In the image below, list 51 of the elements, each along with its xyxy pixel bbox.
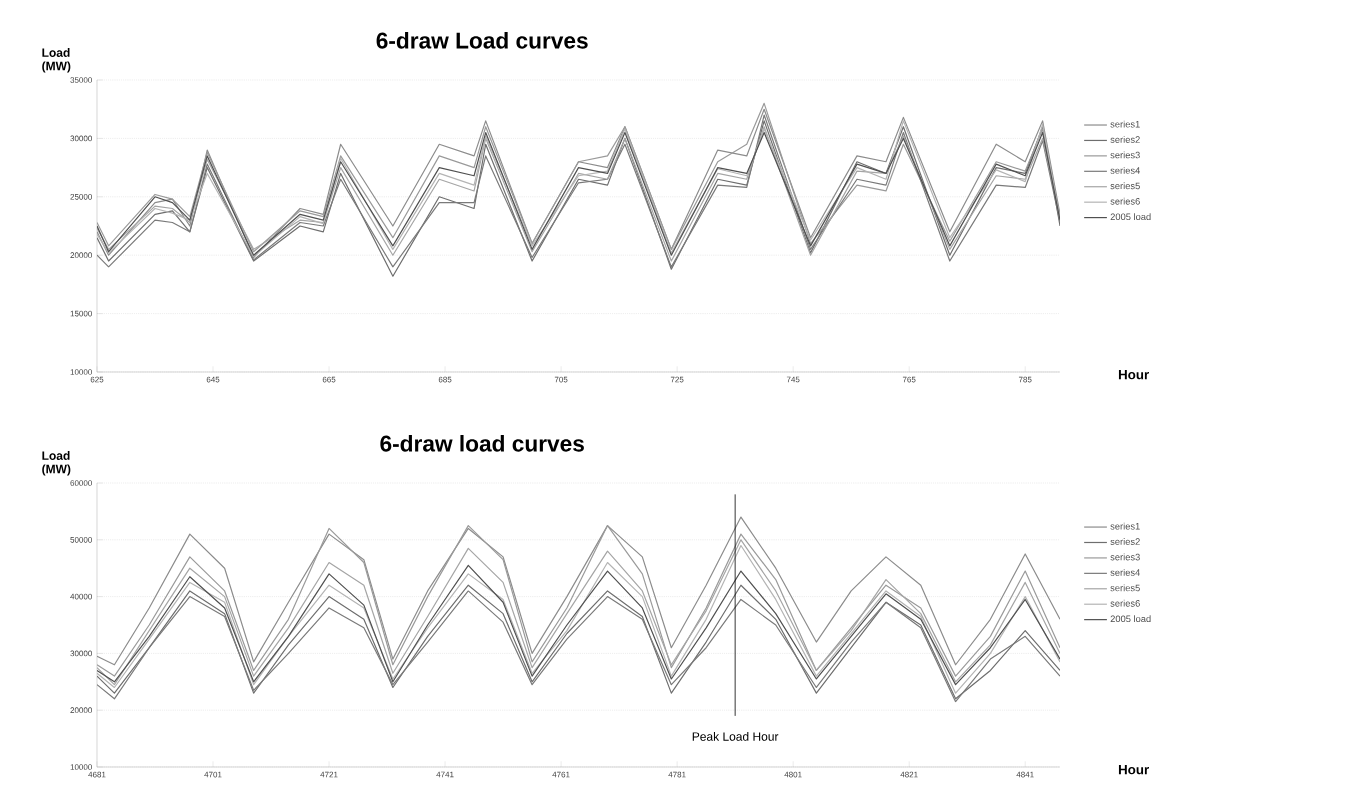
x-tick-label: 785 (1018, 376, 1032, 383)
legend-label: series4 (1110, 568, 1140, 576)
legend-label: series2 (1110, 136, 1140, 143)
x-tick-label: 685 (438, 376, 452, 383)
legend-label: series2 (1110, 538, 1140, 545)
x-tick-label: 645 (206, 376, 220, 383)
y-tick-label: 50000 (70, 536, 92, 543)
y-tick-label: 25000 (70, 193, 92, 200)
legend-label: 2005 load (1110, 213, 1151, 221)
legend-label: series3 (1110, 151, 1140, 159)
y-tick-label: 10000 (70, 764, 92, 770)
x-tick-label: 765 (902, 376, 916, 383)
x-tick-label: 4801 (784, 771, 802, 778)
x-tick-label: 4701 (204, 771, 222, 778)
ref-line-label: Peak Load Hour (692, 731, 779, 741)
x-tick-label: 625 (90, 376, 104, 383)
legend-label: series6 (1110, 197, 1140, 205)
legend-label: series6 (1110, 599, 1140, 607)
y-tick-label: 20000 (70, 252, 92, 259)
legend-label: 2005 load (1110, 615, 1151, 623)
legend-label: series4 (1110, 166, 1140, 174)
chart-title: 6-draw load curves (380, 434, 584, 452)
legend-label: series3 (1110, 553, 1140, 561)
y-tick-label: 30000 (70, 650, 92, 657)
y-tick-label: 60000 (70, 480, 92, 486)
x-tick-label: 705 (554, 376, 568, 383)
legend-label: series5 (1110, 584, 1140, 592)
x-axis-title: Hour (1118, 370, 1149, 380)
y-tick-label: 10000 (70, 369, 92, 375)
x-tick-label: 4681 (88, 771, 106, 778)
y-tick-label: 40000 (70, 593, 92, 600)
legend-label: series1 (1110, 120, 1140, 128)
chart-title: 6-draw Load curves (376, 31, 588, 49)
x-tick-label: 4781 (668, 771, 686, 778)
y-axis-title: Load (MW) (42, 48, 71, 73)
x-tick-label: 4741 (436, 771, 454, 778)
x-tick-label: 665 (322, 376, 336, 383)
x-tick-label: 745 (786, 376, 800, 383)
y-tick-label: 20000 (70, 707, 92, 714)
y-tick-label: 30000 (70, 135, 92, 142)
y-tick-label: 15000 (70, 310, 92, 317)
x-tick-label: 4761 (552, 771, 570, 778)
x-tick-label: 4721 (320, 771, 338, 778)
x-tick-label: 4841 (1016, 771, 1034, 778)
y-tick-label: 35000 (70, 77, 92, 83)
legend-label: series1 (1110, 522, 1140, 530)
legend-label: series5 (1110, 182, 1140, 190)
y-axis-title: Load (MW) (42, 451, 71, 476)
x-tick-label: 725 (670, 376, 684, 383)
x-tick-label: 4821 (900, 771, 918, 778)
x-axis-title: Hour (1118, 765, 1149, 775)
